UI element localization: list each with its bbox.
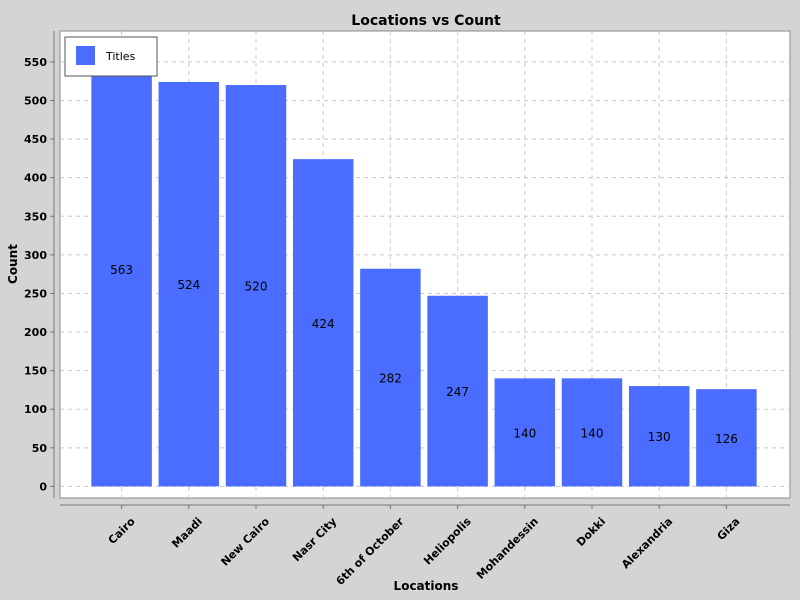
data-label: 247 [446, 385, 469, 399]
y-tick-label: 400 [24, 172, 47, 185]
bar-heliopolis [427, 295, 488, 487]
bar-cairo [91, 51, 152, 487]
y-tick-label: 50 [32, 442, 48, 455]
data-label: 140 [581, 426, 604, 440]
y-tick-label: 250 [24, 287, 47, 300]
y-tick-label: 500 [24, 94, 47, 107]
data-label: 563 [110, 263, 133, 277]
y-tick-label: 350 [24, 210, 47, 223]
x-tick-label: Alexandria [619, 515, 675, 571]
bar-new-cairo [225, 85, 287, 487]
y-tick-label: 450 [24, 133, 47, 146]
bar-dokki [561, 378, 623, 487]
x-tick-label: Giza [715, 515, 743, 543]
x-tick-label: Mohandessin [474, 515, 541, 582]
y-axis-label: Count [6, 244, 20, 284]
legend-label: Titles [105, 50, 136, 63]
x-tick-label: 6th of October [334, 515, 407, 588]
x-tick-label: Maadi [169, 515, 205, 551]
x-tick-label: New Cairo [218, 515, 272, 569]
data-label: 520 [245, 280, 268, 294]
x-tick-label: Dokki [574, 515, 608, 549]
x-tick-label: Heliopolis [421, 515, 474, 568]
y-tick-label: 300 [24, 249, 47, 262]
y-axis: 0 50 100 150 200 250 300 350 400 450 500 550 [24, 31, 55, 498]
y-tick-label: 150 [24, 365, 47, 378]
bars [91, 51, 757, 487]
legend: Titles [64, 36, 158, 77]
data-label: 282 [379, 372, 402, 386]
data-labels: 563 524 520 424 282 247 140 140 130 126 [110, 263, 738, 446]
bar-6th-of-october [360, 268, 421, 487]
legend-swatch [76, 46, 95, 65]
bar-giza [696, 389, 757, 487]
chart-title: Locations vs Count [351, 13, 501, 29]
data-label: 126 [715, 432, 738, 446]
data-label: 524 [177, 278, 200, 292]
y-tick-label: 0 [39, 480, 47, 493]
bar-nasr-city [292, 159, 354, 487]
x-tick-label: Cairo [106, 515, 138, 547]
bar-alexandria [628, 386, 690, 487]
data-label: 130 [648, 430, 671, 444]
y-tick-label: 550 [24, 56, 47, 69]
x-tick-label: Nasr City [290, 515, 339, 564]
y-tick-label: 100 [24, 403, 47, 416]
bar-mohandessin [494, 378, 556, 487]
x-axis-label: Locations [394, 579, 459, 593]
data-label: 424 [312, 317, 335, 331]
y-tick-label: 200 [24, 326, 47, 339]
data-label: 140 [513, 426, 536, 440]
bar-maadi [158, 81, 220, 487]
